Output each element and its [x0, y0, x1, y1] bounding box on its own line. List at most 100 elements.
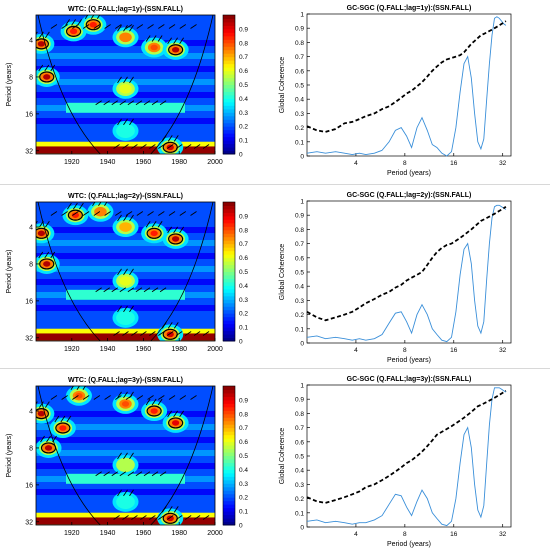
heatmap-band-16	[66, 473, 185, 484]
coherence-series-line	[306, 204, 507, 343]
colorbar-frame	[222, 201, 236, 342]
phase-arrow	[131, 515, 138, 520]
x-tick-label: 32	[499, 160, 507, 167]
y-tick-label: 0.1	[295, 510, 304, 517]
colorbar-segment	[223, 28, 235, 33]
colorbar-segment	[223, 493, 235, 498]
chart-title: GC-SGC (Q.FALL;lag=1y):(SSN.FALL)	[347, 5, 472, 12]
colorbar-segment	[223, 504, 235, 509]
phase-arrow	[93, 24, 101, 29]
significance-contour	[168, 417, 184, 429]
colorbar-segment	[223, 431, 235, 436]
phase-arrow	[129, 25, 134, 32]
heatmap-blob	[43, 261, 51, 267]
colorbar-tick-label: 0.1	[239, 138, 248, 145]
panel-row-2-right: GC-SGC (Q.FALL;lag=2y):(SSN.FALL) 0 0.1 0.2…	[272, 187, 550, 367]
phase-arrow	[71, 19, 76, 26]
y-tick-label: 0.7	[295, 241, 304, 248]
y-tick-label: 8	[29, 445, 33, 452]
phase-arrow	[158, 211, 165, 216]
phase-arrow	[119, 100, 127, 106]
x-tick-label: 1940	[100, 346, 116, 353]
phase-arrow	[113, 144, 120, 149]
phase-arrow	[115, 211, 122, 216]
phase-arrow	[38, 31, 44, 39]
chart-title: WTC: (Q.FALL;lag=3y)-(SSN.FALL)	[68, 377, 183, 384]
colorbar-segment	[223, 226, 235, 231]
phase-arrow	[158, 331, 165, 336]
heatmap-blob	[121, 224, 130, 230]
colorbar-segment	[223, 70, 235, 75]
cone-of-influence	[37, 202, 214, 341]
significance-contour	[168, 44, 184, 56]
phase-arrow	[179, 24, 187, 29]
colorbar-segment	[223, 42, 235, 47]
colorbar-segment	[223, 281, 235, 286]
colorbar-tick-label: 0.4	[239, 467, 248, 474]
phase-arrow	[125, 211, 133, 216]
heatmap-blob	[121, 278, 130, 284]
phase-arrow	[157, 221, 163, 228]
colorbar-segment	[223, 101, 235, 106]
phase-arrow	[190, 211, 197, 216]
y-tick-label: 1	[300, 12, 304, 19]
significance-contour	[55, 422, 71, 434]
heatmap-texture-band	[36, 450, 215, 456]
heatmap-band-32-inner	[36, 517, 215, 525]
colorbar-segment	[223, 427, 235, 432]
colorbar-segment	[223, 257, 235, 262]
phase-arrow	[129, 452, 134, 460]
phase-arrow	[129, 391, 134, 399]
heatmap-blob	[121, 34, 130, 41]
phase-arrow	[123, 452, 128, 460]
phase-arrow	[76, 386, 80, 390]
colorbar-tick-label: 0.7	[239, 54, 248, 61]
x-tick-label: 1960	[136, 346, 152, 353]
heatmap-band-16	[66, 289, 185, 300]
heatmap-blob	[75, 392, 83, 399]
colorbar-segment	[223, 140, 235, 145]
colorbar-segment	[223, 417, 235, 422]
colorbar-segment	[223, 247, 235, 252]
heatmap-blob	[121, 401, 130, 407]
colorbar-segment	[223, 285, 235, 290]
x-tick-label: 2000	[207, 346, 223, 353]
colorbar-tick-label: 0	[239, 339, 243, 346]
y-tick-label: 0	[300, 525, 304, 532]
y-tick-label: 0.5	[295, 454, 304, 461]
colorbar-segment	[223, 91, 235, 96]
phase-arrow	[168, 395, 176, 400]
phase-arrow	[175, 515, 183, 520]
phase-arrow	[151, 287, 159, 293]
y-axis-label: Period (years)	[6, 434, 13, 478]
x-tick-label: 1980	[171, 159, 187, 166]
x-tick-label: 8	[403, 347, 407, 354]
y-tick-label: 0.6	[295, 68, 304, 75]
heatmap-texture-band	[36, 240, 215, 246]
phase-arrow	[72, 395, 79, 400]
heatmap-blob	[166, 331, 174, 338]
colorbar-tick-label: 0	[239, 152, 243, 159]
colorbar-segment	[223, 462, 235, 467]
x-tick-label: 16	[450, 531, 458, 538]
colorbar-segment	[223, 84, 235, 89]
x-tick-label: 2000	[207, 159, 223, 166]
gc-chart-lag3: GC-SGC (Q.FALL;lag=3y):(SSN.FALL) 0 0.1 0.2…	[279, 376, 512, 548]
colorbar-segment	[223, 278, 235, 283]
phase-arrow	[123, 268, 128, 276]
phase-arrow	[82, 395, 90, 400]
phase-arrow	[117, 118, 122, 126]
heatmap-texture-band	[36, 424, 215, 430]
phase-arrow	[123, 391, 128, 399]
phase-arrow	[82, 386, 86, 390]
phase-arrow	[66, 415, 72, 423]
phase-arrow	[122, 515, 129, 520]
colorbar-segment	[223, 243, 235, 248]
colorbar-segment	[223, 465, 235, 470]
wtc-chart-lag3: WTC: (Q.FALL;lag=3y)-(SSN.FALL) 4 8 16 32 Per…	[6, 377, 248, 537]
colorbar-segment	[223, 250, 235, 255]
phase-arrow	[175, 331, 183, 336]
significance-contour	[168, 233, 184, 245]
colorbar-segment	[223, 122, 235, 127]
phase-arrow	[151, 100, 159, 106]
